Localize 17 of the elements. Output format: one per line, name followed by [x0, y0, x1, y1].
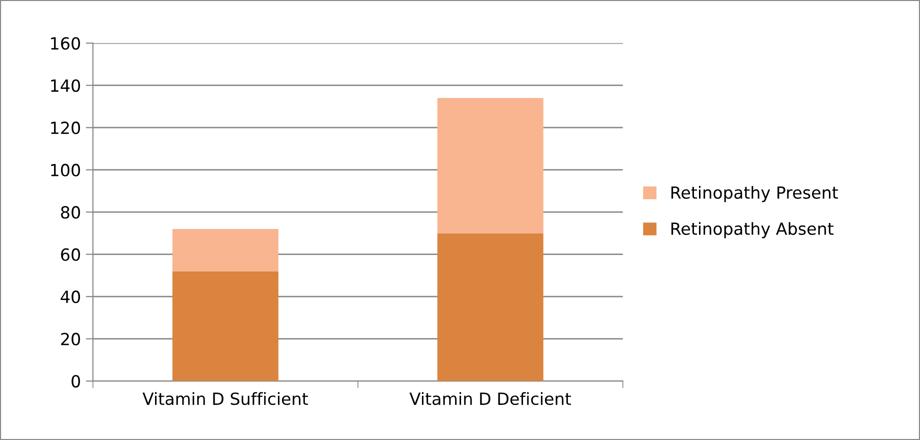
y-tick-label: 20 [61, 332, 80, 346]
y-tick-label: 60 [61, 248, 80, 261]
bar [172, 228, 278, 272]
y-tick-label: 140 [51, 79, 80, 92]
y-tick-label: 0 [72, 375, 80, 388]
y-tick-label: 160 [51, 37, 80, 50]
legend-label: Retinopathy Absent [671, 222, 834, 238]
y-tick-label: 80 [61, 206, 80, 219]
bar [172, 271, 278, 382]
legend-label: Retinopathy Present [671, 186, 838, 202]
bar [437, 233, 544, 382]
y-tick-label: 40 [60, 290, 80, 304]
x-tick-label: Vitamin D Deficient [409, 392, 571, 406]
y-tick-label: 100 [51, 164, 80, 176]
x-tick-label: Vitamin D Sufficient [142, 392, 308, 406]
y-tick-label: 120 [51, 122, 80, 134]
bar [437, 98, 544, 234]
